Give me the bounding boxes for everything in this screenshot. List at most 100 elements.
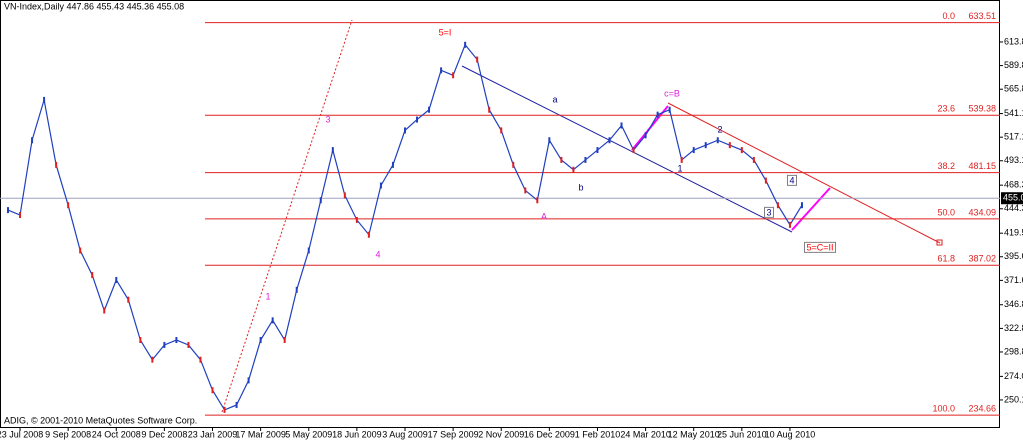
wave-label: 4 bbox=[375, 249, 380, 259]
wave-label: 5=C=II bbox=[806, 242, 833, 252]
price-bar bbox=[644, 132, 647, 139]
wave-label: 4 bbox=[789, 175, 794, 185]
price-bar bbox=[127, 296, 130, 303]
y-tick-label: 419.55 bbox=[1004, 228, 1023, 238]
price-bar bbox=[7, 207, 9, 214]
wave-label: 3 bbox=[325, 114, 330, 124]
price-bar bbox=[403, 127, 406, 134]
price-bar bbox=[560, 156, 563, 163]
price-bar bbox=[151, 356, 154, 363]
price-bar bbox=[31, 137, 34, 144]
price-bar bbox=[800, 202, 803, 209]
fib-price: 539.38 bbox=[968, 104, 996, 114]
last-price-label: 455.08 bbox=[1003, 193, 1023, 203]
price-bar bbox=[440, 67, 443, 74]
price-bar bbox=[283, 337, 286, 344]
fib-ratio: 23.6 bbox=[937, 104, 955, 114]
x-tick-label: 24 Mar 2010 bbox=[620, 429, 671, 439]
price-bar bbox=[620, 122, 623, 129]
fib-price: 481.15 bbox=[968, 161, 996, 171]
price-bar bbox=[500, 127, 503, 134]
price-bar bbox=[416, 116, 419, 123]
price-bar bbox=[776, 202, 779, 209]
price-bar bbox=[740, 147, 743, 154]
y-tick-label: 613.85 bbox=[1004, 36, 1023, 46]
x-tick-label: 3 Aug 2009 bbox=[382, 429, 428, 439]
price-bar bbox=[764, 177, 767, 184]
wave-label: 1 bbox=[677, 163, 682, 173]
price-bar bbox=[692, 147, 695, 154]
last-price-box bbox=[1001, 192, 1023, 205]
x-tick-label: 16 Dec 2009 bbox=[524, 429, 575, 439]
price-bar bbox=[536, 197, 539, 204]
price-bar bbox=[307, 247, 310, 254]
price-bar bbox=[584, 156, 587, 163]
y-tick-label: 274.05 bbox=[1004, 371, 1023, 381]
x-tick-label: 18 Jun 2009 bbox=[332, 429, 382, 439]
wave-box bbox=[803, 241, 837, 253]
wave-label: b bbox=[578, 182, 583, 192]
channel-line bbox=[461, 65, 793, 233]
x-tick-label: 23 Jan 2009 bbox=[188, 429, 238, 439]
fib-ratio: 100.0 bbox=[932, 404, 955, 414]
price-bar bbox=[331, 147, 334, 154]
y-tick-label: 589.85 bbox=[1004, 60, 1023, 70]
fib-price: 633.51 bbox=[968, 11, 996, 21]
wave-label: A bbox=[541, 211, 547, 221]
price-bar bbox=[55, 161, 58, 168]
price-bar bbox=[512, 161, 515, 168]
price-bar bbox=[596, 147, 599, 154]
impulse-line bbox=[221, 19, 353, 413]
x-tick-label: 17 Mar 2009 bbox=[235, 429, 286, 439]
price-bar bbox=[379, 182, 382, 189]
y-tick-label: 541.10 bbox=[1004, 108, 1023, 118]
x-tick-label: 23 Jul 2008 bbox=[0, 429, 43, 439]
fib-ratio: 0.0 bbox=[942, 11, 955, 21]
wave-label: 1 bbox=[265, 291, 270, 301]
price-bar bbox=[608, 137, 611, 144]
price-bar bbox=[199, 356, 202, 363]
x-tick-label: 1 Feb 2010 bbox=[575, 429, 621, 439]
price-bar bbox=[295, 286, 298, 293]
arrow-line bbox=[791, 187, 831, 231]
price-bar bbox=[115, 276, 118, 283]
y-tick-label: 298.85 bbox=[1004, 346, 1023, 356]
price-bar bbox=[572, 166, 575, 173]
price-bar bbox=[524, 187, 527, 194]
x-tick-label: 12 May 2010 bbox=[668, 429, 720, 439]
price-bar bbox=[235, 401, 238, 408]
price-bar bbox=[343, 192, 346, 199]
y-tick-label: 250.10 bbox=[1004, 394, 1023, 404]
y-tick-label: 371.60 bbox=[1004, 275, 1023, 285]
price-bar bbox=[67, 202, 70, 209]
x-tick-label: 17 Sep 2009 bbox=[428, 429, 479, 439]
price-bar bbox=[43, 96, 46, 103]
x-tick-label: 10 Aug 2010 bbox=[765, 429, 816, 439]
price-bar bbox=[163, 341, 166, 348]
y-tick-label: 322.80 bbox=[1004, 323, 1023, 333]
price-bar bbox=[668, 106, 671, 113]
price-bar bbox=[319, 197, 322, 204]
line-handle bbox=[936, 239, 943, 246]
price-bar bbox=[464, 41, 467, 48]
x-tick-label: 2 Nov 2009 bbox=[478, 429, 524, 439]
price-bar bbox=[656, 111, 659, 118]
price-bar bbox=[211, 387, 214, 394]
price-bar bbox=[367, 231, 370, 238]
fib-ratio: 61.8 bbox=[937, 254, 955, 264]
y-tick-label: 346.85 bbox=[1004, 299, 1023, 309]
y-tick-label: 493.15 bbox=[1004, 155, 1023, 165]
price-bar bbox=[428, 106, 431, 113]
price-bar bbox=[79, 247, 82, 254]
price-bar bbox=[247, 377, 250, 384]
copyright: ADIG, © 2001-2010 MetaQuotes Software Co… bbox=[4, 415, 197, 425]
price-bar bbox=[391, 161, 394, 168]
y-tick-label: 395.60 bbox=[1004, 251, 1023, 261]
price-bar bbox=[271, 317, 274, 324]
price-bar bbox=[452, 72, 455, 79]
wave-label: 5=I bbox=[439, 27, 452, 37]
price-bar bbox=[728, 142, 731, 149]
fib-price: 434.09 bbox=[968, 207, 996, 217]
chart-title: VN-Index,Daily 447.86 455.43 445.36 455.… bbox=[4, 1, 184, 11]
